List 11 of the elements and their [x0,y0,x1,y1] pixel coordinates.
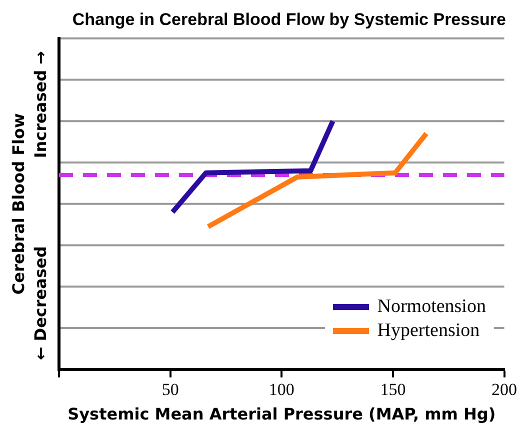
x-tick-label: 200 [492,380,517,400]
x-tick-label: 150 [380,380,406,400]
x-tick-label: 100 [268,380,294,400]
text: Increased → [31,51,50,158]
legend-label: Hypertension [377,320,480,342]
x-axis-title: Systemic Mean Arterial Pressure (MAP, mm Hg) [68,404,496,424]
y-axis-title: Cerebral Blood Flow [9,112,28,295]
x-tick-label: 50 [162,380,179,400]
legend-label: Normotension [377,296,486,318]
text: ← Decreased [31,246,50,360]
chart-title: Change in Cerebral Blood Flow by Systemic Pressure [72,10,506,29]
